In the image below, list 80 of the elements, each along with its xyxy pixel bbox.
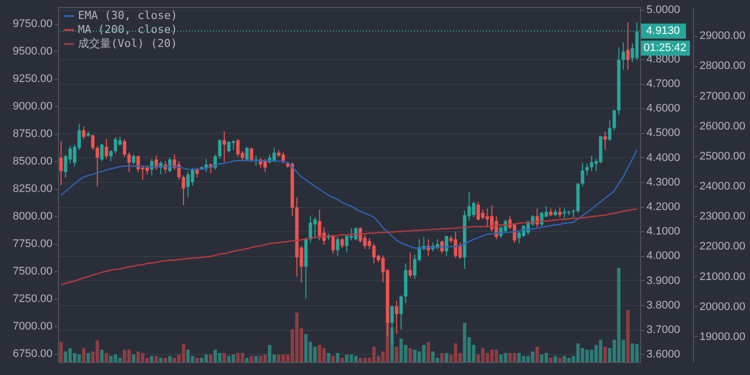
- y-tick-label: 8000.00: [12, 210, 52, 223]
- y-tick-label: 9500.00: [12, 46, 52, 58]
- candlestick: [218, 138, 222, 160]
- y-tick-label: 8750.00: [12, 128, 52, 140]
- y3-tick-label: 29000.00: [700, 30, 746, 42]
- y-tick-label: 7000.00: [12, 320, 52, 333]
- y-tick-label: 9750.00: [12, 18, 52, 30]
- candlestick: [331, 234, 335, 254]
- candlestick: [263, 158, 267, 173]
- y-tick-label: 7750.00: [12, 238, 52, 250]
- candlestick: [340, 238, 344, 249]
- candlestick: [100, 142, 104, 162]
- candlestick: [82, 126, 86, 140]
- candlestick: [313, 216, 317, 239]
- candlestick: [622, 42, 626, 70]
- y3-tick-label: 22000.00: [700, 240, 746, 253]
- candlestick: [222, 130, 226, 163]
- candlestick: [214, 154, 217, 170]
- y2-tick-label: 4.0000: [646, 250, 680, 262]
- candlestick: [127, 152, 131, 173]
- y3-tick-label: 25000.00: [700, 150, 746, 162]
- candlestick: [372, 243, 376, 264]
- y2-tick-label: 3.9000: [646, 274, 680, 287]
- candlestick: [585, 163, 589, 176]
- y2-tick-label: 3.6000: [646, 348, 680, 361]
- candlestick: [408, 252, 412, 278]
- candlestick: [394, 300, 398, 334]
- ref-line-label: 4.9130: [646, 25, 680, 38]
- candlestick: [104, 138, 108, 160]
- legend-label: 成交量(Vol) (20): [78, 37, 178, 50]
- candlestick: [236, 138, 240, 158]
- y3-tick-label: 24000.00: [700, 180, 746, 193]
- y-tick-label: 8250.00: [12, 183, 52, 196]
- y2-tick-label: 4.3000: [646, 176, 680, 188]
- y3-tick-label: 21000.00: [700, 270, 746, 283]
- candlestick: [603, 130, 607, 151]
- y-tick-label: 7250.00: [12, 293, 52, 306]
- y2-tick-label: 4.4000: [646, 152, 680, 164]
- candlestick: [562, 208, 566, 219]
- candlestick: [190, 167, 194, 186]
- y-tick-label: 6750.00: [12, 348, 52, 360]
- y2-tick-label: 4.1000: [646, 226, 680, 238]
- candlestick: [96, 145, 100, 187]
- y2-tick-label: 4.7000: [646, 78, 680, 90]
- candlestick: [458, 242, 462, 260]
- candlestick: [109, 150, 113, 162]
- candlestick: [59, 140, 63, 186]
- y2-tick-label: 4.6000: [646, 102, 680, 115]
- candlestick: [227, 140, 231, 153]
- y-tick-label: 7500.00: [12, 266, 52, 278]
- candlestick: [558, 206, 562, 218]
- candlestick: [612, 108, 616, 131]
- candlestick: [272, 147, 276, 163]
- text: 01:25:42: [644, 42, 686, 54]
- y3-tick-label: 26000.00: [700, 120, 746, 132]
- y2-tick-label: 3.8000: [646, 299, 680, 312]
- y3-tick-label: 28000.00: [700, 60, 746, 72]
- candlestick: [336, 236, 340, 256]
- line-series: [60, 208, 638, 286]
- y2-tick-label: 5.0000: [646, 4, 680, 16]
- legend-label: MA (200, close): [78, 23, 178, 36]
- candlestick: [608, 120, 612, 142]
- y2-tick-label: 4.5000: [646, 127, 680, 140]
- y2-tick-label: 3.7000: [646, 324, 680, 336]
- candlestick: [399, 294, 403, 330]
- y-tick-label: 9250.00: [12, 73, 52, 86]
- legend-label: EMA (30, close): [78, 9, 178, 22]
- candlestick: [132, 154, 136, 165]
- y3-tick-label: 19000.00: [700, 330, 746, 343]
- y3-tick-label: 23000.00: [700, 210, 746, 223]
- y-tick-label: 9000.00: [12, 100, 52, 113]
- candlestick: [91, 134, 95, 151]
- candlestick: [535, 208, 539, 228]
- y3-tick-label: 20000.00: [700, 300, 746, 313]
- y3-tick-label: 27000.00: [700, 90, 746, 102]
- candlestick: [626, 22, 630, 70]
- y-tick-label: 8500.00: [12, 156, 52, 168]
- y2-tick-label: 4.2000: [646, 201, 680, 214]
- candlestick: [358, 226, 362, 244]
- candlestick: [168, 157, 172, 173]
